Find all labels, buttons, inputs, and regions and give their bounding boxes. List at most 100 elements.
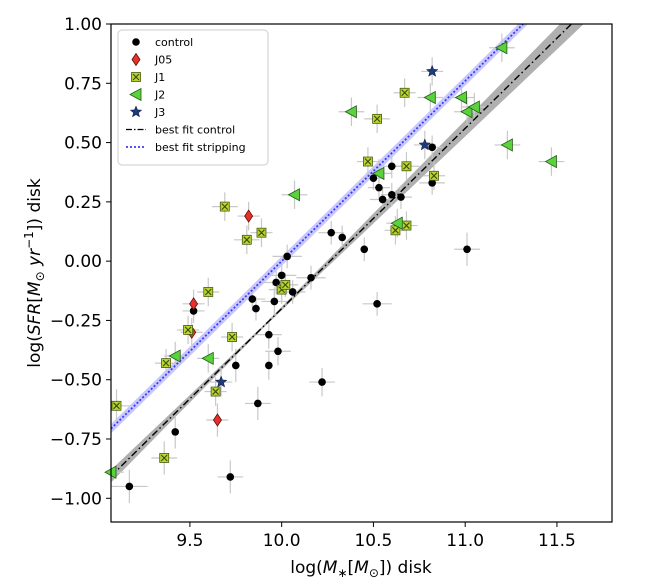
control-point	[360, 245, 369, 254]
J05-point	[189, 297, 199, 311]
legend-label: J05	[154, 54, 172, 67]
control-point	[387, 162, 396, 171]
J1-point	[401, 220, 412, 231]
control-point	[265, 361, 273, 370]
J1-point-cross	[281, 281, 289, 289]
J1-point-cross	[403, 162, 410, 170]
control-point	[171, 428, 180, 436]
J1-point	[159, 453, 170, 463]
legend-label: J1	[154, 71, 165, 84]
J2-point	[454, 90, 467, 105]
J2-point	[168, 349, 181, 363]
control-point	[226, 473, 235, 481]
J1-point-cross	[221, 203, 229, 210]
legend-swatch-j3	[129, 105, 143, 118]
control-point	[274, 347, 282, 356]
J2-point	[544, 154, 557, 169]
J1-point	[256, 227, 267, 238]
J1-point-cross	[430, 172, 438, 180]
J1-point	[161, 358, 171, 369]
fit-lines	[111, 24, 573, 477]
control-point	[387, 190, 396, 199]
J1-point-cross	[403, 222, 410, 229]
legend-label: best fit stripping	[155, 141, 246, 154]
J1-point-cross	[162, 359, 170, 367]
J1-point	[227, 332, 238, 342]
J1-point-cross	[212, 388, 219, 395]
control-point	[270, 297, 279, 306]
J05-point	[244, 209, 254, 223]
J2-point	[201, 351, 214, 366]
J2-point	[372, 166, 385, 181]
J2-point	[460, 105, 473, 119]
control-point	[254, 399, 262, 408]
control-point	[378, 195, 387, 204]
J05-point	[212, 413, 222, 427]
J1-point	[363, 156, 373, 167]
J1-point	[399, 87, 410, 98]
x-tick-label: 10.5	[354, 531, 392, 551]
J1-point-cross	[243, 236, 251, 244]
control-point	[327, 228, 336, 237]
control-point	[125, 482, 134, 491]
stripping-fit-line	[111, 24, 525, 430]
J1-point-cross	[373, 115, 381, 123]
legend-swatch-control	[132, 38, 140, 46]
J1-point	[241, 234, 252, 245]
control-point	[397, 193, 405, 201]
J1-point	[111, 400, 122, 411]
J1-point-cross	[113, 402, 120, 410]
control-point	[283, 252, 291, 261]
control-point	[248, 295, 257, 303]
y-axis-ticks: −1.00 −0.75 −0.50 −0.25 0.00 0.25 0.50 0.75 1.00	[50, 15, 111, 509]
J1-point	[429, 170, 439, 181]
J3-point	[425, 64, 439, 77]
legend-swatch-j05	[131, 52, 141, 67]
fit-bands	[111, 24, 584, 483]
control-point	[252, 304, 260, 313]
y-axis-label: log(SFR[M⊙ yr−1]) disk	[22, 178, 47, 368]
control-point	[338, 233, 347, 242]
y-tick-label: −0.75	[50, 430, 102, 450]
x-axis-label: log(M∗[M⊙]) disk	[290, 558, 432, 580]
J1-point	[280, 279, 291, 290]
legend: control J05 J1 J2 J3 best fit control best fit…	[117, 29, 269, 166]
x-axis-ticks: 9.5 10.0 10.5 11.0 11.5	[176, 522, 576, 551]
control-point	[373, 300, 381, 308]
control-point	[318, 378, 326, 386]
legend-swatch-j1	[131, 72, 141, 82]
J1-point	[219, 201, 230, 212]
control-point	[369, 174, 378, 182]
control-point	[428, 179, 436, 187]
control-point	[463, 245, 471, 254]
control-fit-line	[111, 24, 573, 477]
J2-point	[287, 188, 300, 202]
J1-point-cross	[392, 226, 399, 234]
legend-label: J3	[154, 106, 165, 119]
plot-frame	[110, 23, 613, 523]
y-tick-label: 0.75	[64, 74, 102, 94]
y-tick-label: −1.00	[50, 489, 102, 509]
control-point	[189, 307, 198, 315]
J2-point	[390, 216, 403, 230]
J1-point-cross	[204, 288, 212, 296]
x-tick-label: 9.5	[176, 531, 203, 551]
J1-point	[203, 287, 214, 297]
y-tick-label: 0.00	[64, 252, 102, 272]
legend-label: control	[155, 36, 193, 49]
J1-point-cross	[184, 326, 192, 334]
y-tick-label: −0.50	[50, 371, 102, 391]
J3-point	[214, 375, 228, 388]
legend-box	[117, 29, 269, 166]
legend-label: J2	[154, 89, 165, 102]
stripping-fit-band	[111, 24, 528, 434]
control-point	[428, 143, 436, 152]
data-markers	[104, 41, 557, 491]
control-point	[288, 288, 297, 296]
control-point	[307, 273, 315, 282]
J2-point	[495, 41, 508, 55]
J1-point-cross	[364, 158, 372, 165]
control-point	[265, 330, 273, 339]
J1-point-cross	[228, 333, 236, 341]
